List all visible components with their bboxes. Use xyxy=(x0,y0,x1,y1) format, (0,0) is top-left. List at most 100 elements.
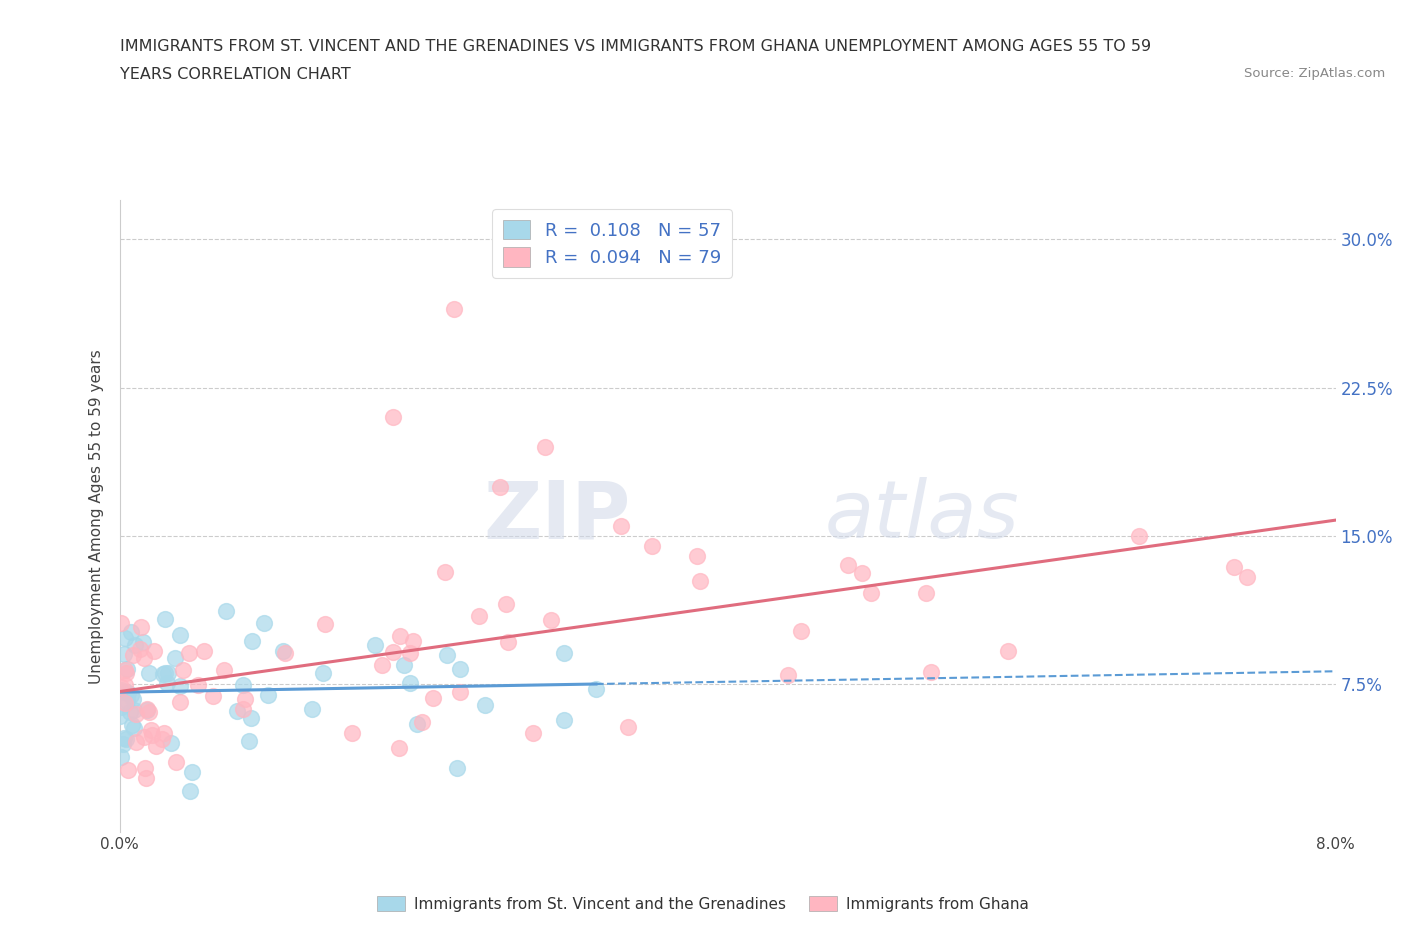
Point xyxy=(522,725,544,740)
Point xyxy=(120,624,142,639)
Point xyxy=(449,661,471,676)
Point xyxy=(232,678,254,693)
Point xyxy=(132,635,155,650)
Point xyxy=(467,609,489,624)
Point xyxy=(115,661,138,676)
Point xyxy=(553,645,575,660)
Text: atlas: atlas xyxy=(825,477,1019,555)
Text: ZIP: ZIP xyxy=(484,477,630,555)
Point xyxy=(115,684,138,699)
Point xyxy=(496,634,519,649)
Point xyxy=(152,667,174,682)
Point xyxy=(837,558,859,573)
Point xyxy=(585,682,607,697)
Point xyxy=(381,644,404,659)
Point xyxy=(143,644,166,658)
Point xyxy=(860,586,883,601)
Point xyxy=(139,723,162,737)
Point xyxy=(122,647,145,662)
Point xyxy=(790,624,813,639)
Legend: R =  0.108   N = 57, R =  0.094   N = 79: R = 0.108 N = 57, R = 0.094 N = 79 xyxy=(492,209,731,278)
Legend: Immigrants from St. Vincent and the Grenadines, Immigrants from Ghana: Immigrants from St. Vincent and the Gren… xyxy=(371,890,1035,918)
Point xyxy=(120,687,142,702)
Point xyxy=(411,714,433,729)
Point xyxy=(155,676,177,691)
Point xyxy=(202,688,225,703)
Point xyxy=(240,633,263,648)
Point xyxy=(125,706,148,721)
Point xyxy=(153,612,176,627)
Point xyxy=(110,750,132,764)
Point xyxy=(181,764,204,779)
Point xyxy=(1128,528,1150,543)
Point xyxy=(160,736,183,751)
Point xyxy=(132,729,155,744)
Point xyxy=(110,683,132,698)
Text: IMMIGRANTS FROM ST. VINCENT AND THE GRENADINES VS IMMIGRANTS FROM GHANA UNEMPLOY: IMMIGRANTS FROM ST. VINCENT AND THE GREN… xyxy=(120,39,1150,54)
Point xyxy=(145,738,167,753)
Point xyxy=(121,717,143,732)
Point xyxy=(136,701,159,716)
Point xyxy=(114,678,136,693)
Point xyxy=(226,703,249,718)
Point xyxy=(312,665,335,680)
Point xyxy=(117,763,139,777)
Point xyxy=(165,651,187,666)
Point xyxy=(124,702,146,717)
Point xyxy=(342,725,364,740)
Point xyxy=(617,720,640,735)
Point xyxy=(382,410,405,425)
Point xyxy=(553,712,575,727)
Point xyxy=(138,665,160,680)
Point xyxy=(132,651,155,666)
Point xyxy=(371,658,394,672)
Point xyxy=(110,616,132,631)
Point xyxy=(914,585,936,600)
Point xyxy=(851,565,873,580)
Point xyxy=(215,604,238,618)
Point xyxy=(495,597,517,612)
Point xyxy=(125,735,148,750)
Point xyxy=(443,301,465,316)
Point xyxy=(778,668,800,683)
Point xyxy=(138,705,160,720)
Point xyxy=(193,644,215,658)
Point xyxy=(274,646,297,661)
Point xyxy=(114,695,136,710)
Point xyxy=(117,685,139,700)
Point xyxy=(446,761,468,776)
Point xyxy=(488,479,510,494)
Point xyxy=(689,574,711,589)
Point xyxy=(389,628,412,643)
Point xyxy=(131,619,153,634)
Point xyxy=(422,691,444,706)
Point xyxy=(253,616,276,631)
Point xyxy=(177,646,200,661)
Point xyxy=(169,679,191,694)
Point xyxy=(165,754,187,769)
Point xyxy=(406,716,429,731)
Point xyxy=(152,726,174,741)
Point xyxy=(399,675,422,690)
Point xyxy=(399,645,422,660)
Point xyxy=(141,728,163,743)
Point xyxy=(301,701,323,716)
Point xyxy=(115,694,138,709)
Point xyxy=(474,698,496,712)
Point xyxy=(1236,569,1258,584)
Point xyxy=(157,666,180,681)
Point xyxy=(388,740,411,755)
Point xyxy=(434,565,457,579)
Point xyxy=(110,680,132,695)
Point xyxy=(115,731,138,746)
Point xyxy=(172,663,194,678)
Point xyxy=(153,666,176,681)
Point xyxy=(169,695,191,710)
Point xyxy=(108,709,131,724)
Point xyxy=(111,737,134,751)
Point xyxy=(997,644,1019,658)
Point xyxy=(257,688,280,703)
Point xyxy=(136,702,159,717)
Point xyxy=(122,692,145,707)
Point xyxy=(364,638,387,653)
